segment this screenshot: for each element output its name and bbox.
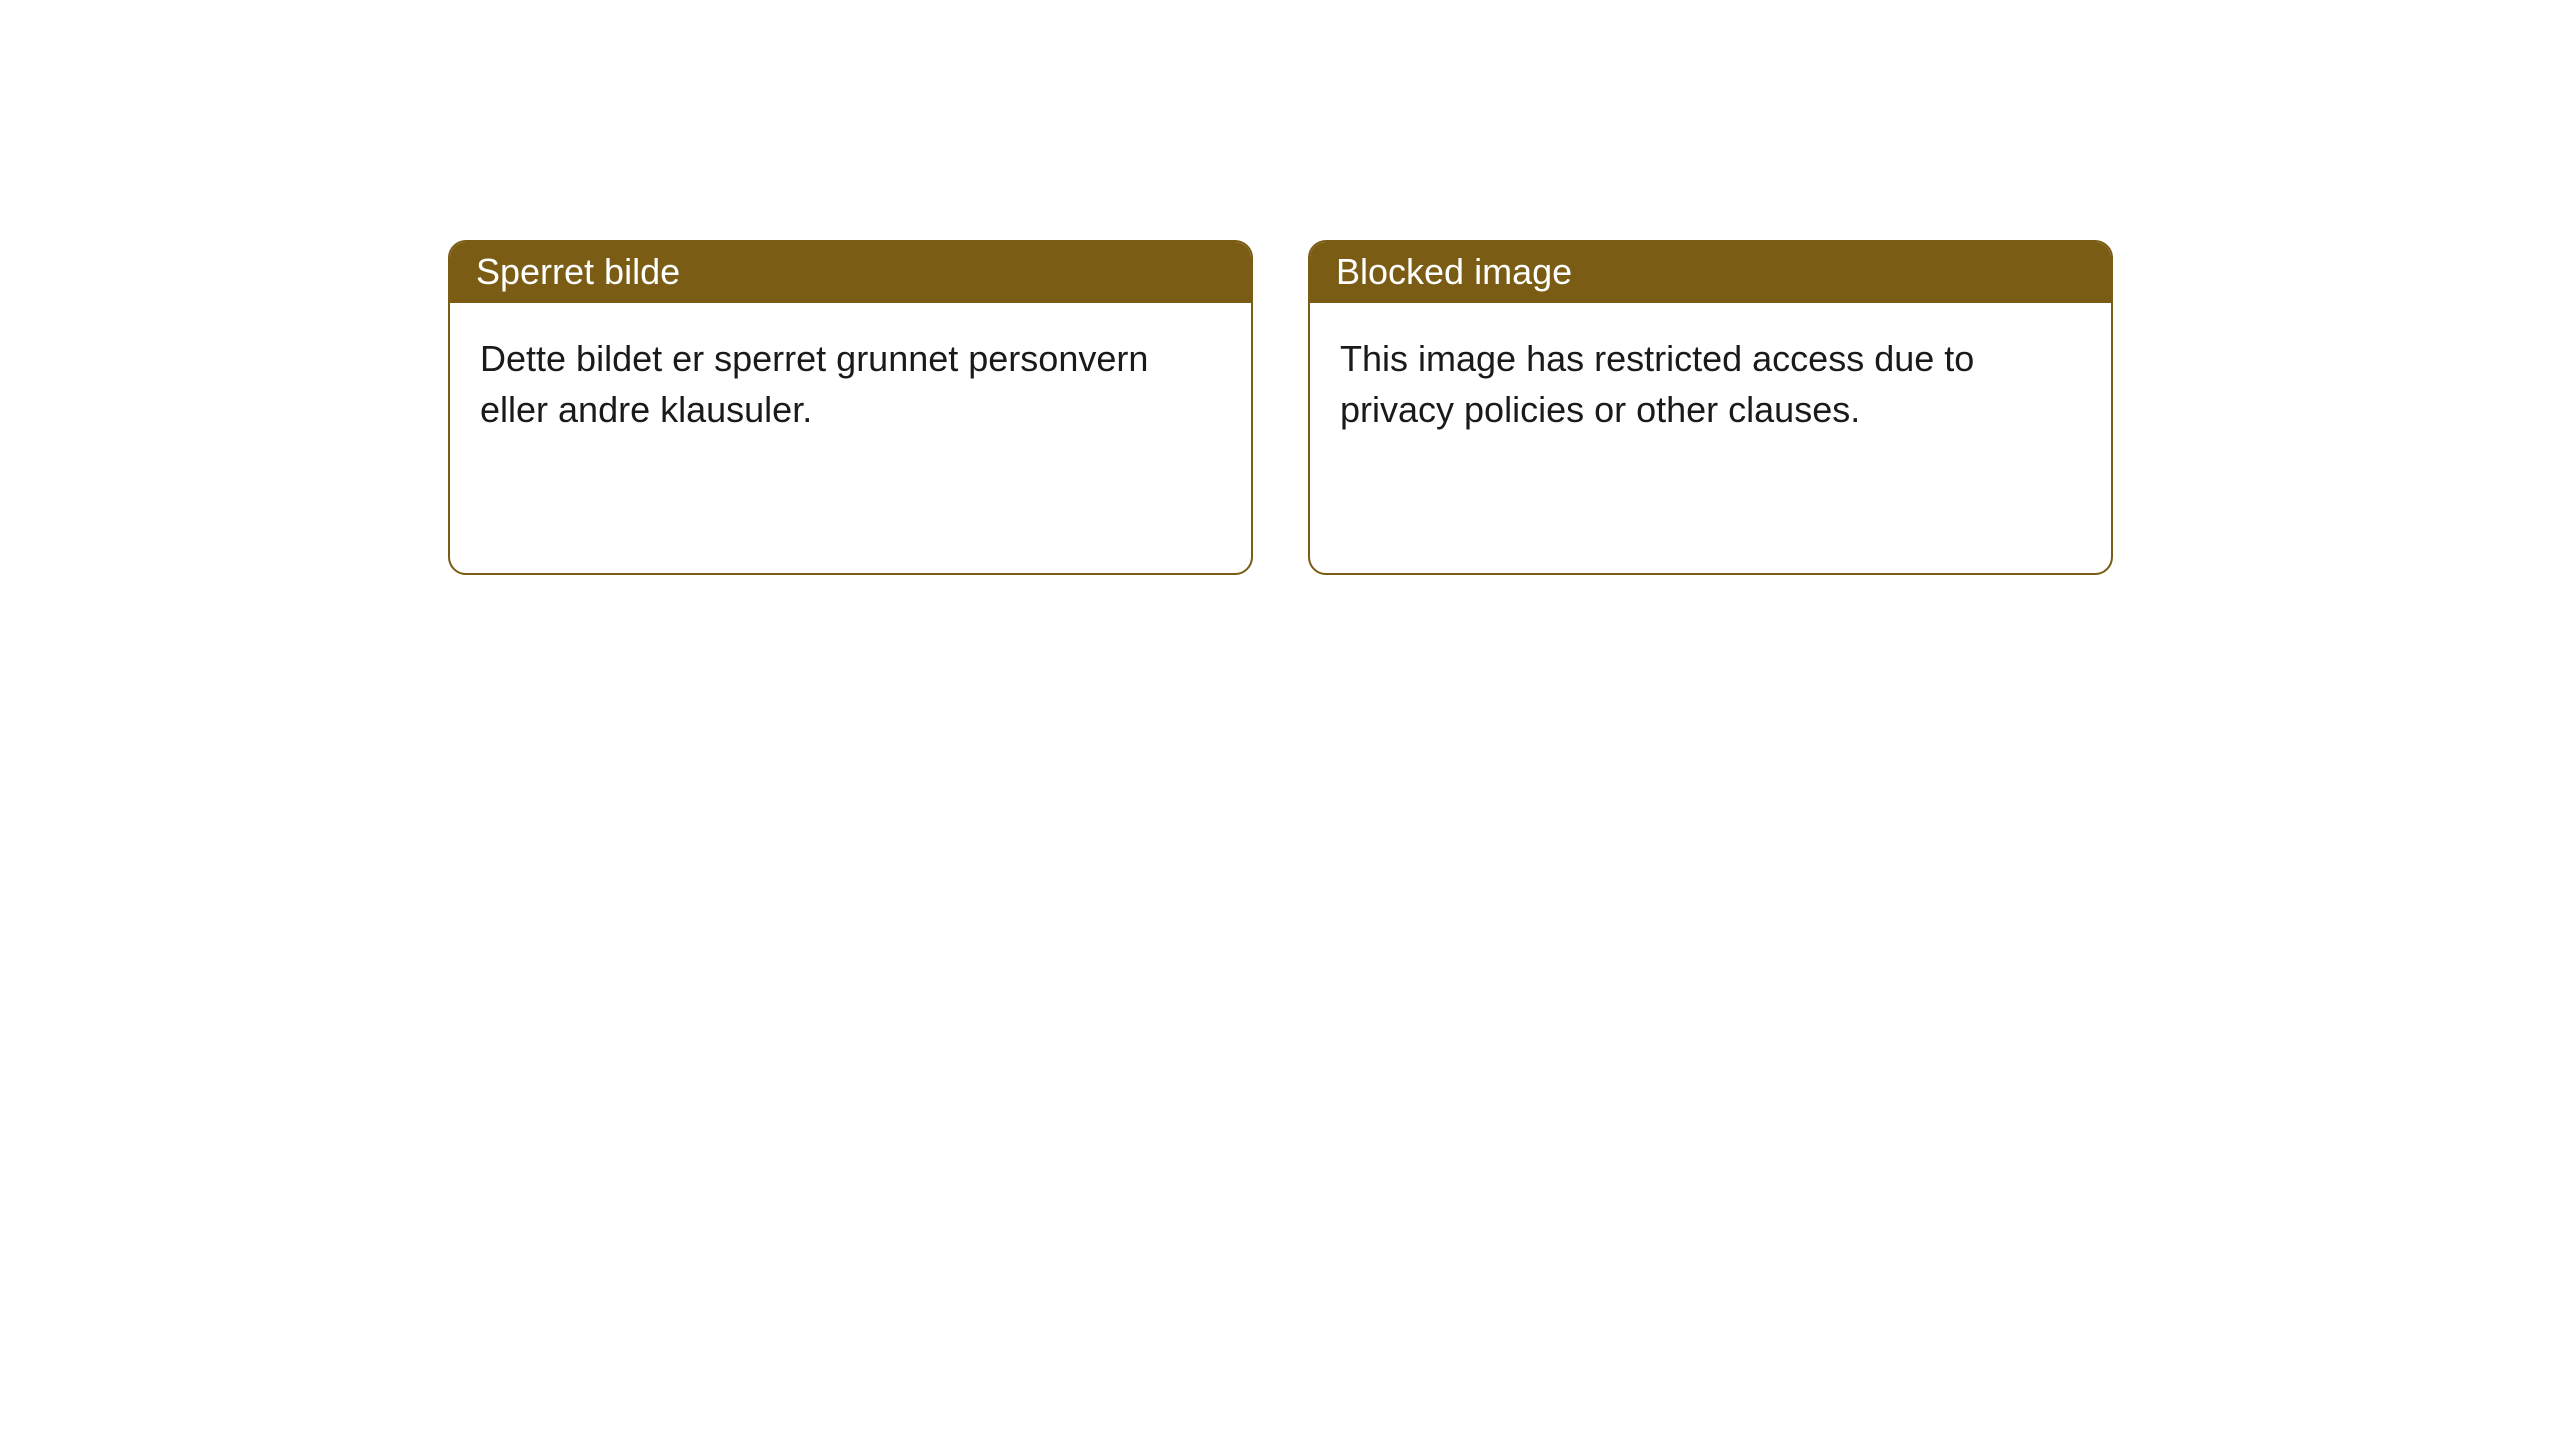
card-header: Blocked image <box>1310 242 2111 303</box>
card-title: Blocked image <box>1336 251 1572 292</box>
card-body: This image has restricted access due to … <box>1310 303 2111 573</box>
card-header: Sperret bilde <box>450 242 1251 303</box>
card-title: Sperret bilde <box>476 251 680 292</box>
notice-card-english: Blocked image This image has restricted … <box>1308 240 2113 575</box>
notice-container: Sperret bilde Dette bildet er sperret gr… <box>0 0 2560 575</box>
card-body-text: Dette bildet er sperret grunnet personve… <box>480 338 1148 430</box>
card-body: Dette bildet er sperret grunnet personve… <box>450 303 1251 573</box>
notice-card-norwegian: Sperret bilde Dette bildet er sperret gr… <box>448 240 1253 575</box>
card-body-text: This image has restricted access due to … <box>1340 338 1974 430</box>
